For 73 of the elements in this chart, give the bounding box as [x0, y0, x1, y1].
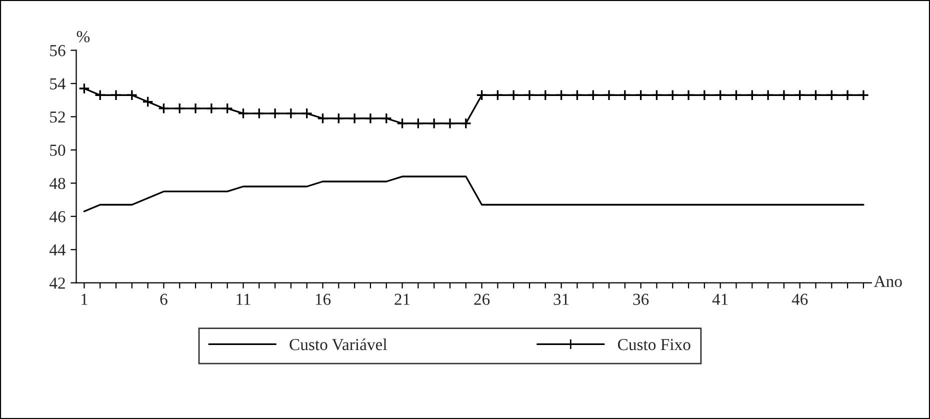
point: [206, 102, 218, 114]
point: [587, 89, 599, 101]
point: [524, 89, 536, 101]
point: [269, 108, 281, 120]
point: [332, 112, 344, 124]
point: [444, 118, 456, 130]
y-tick-label: 56: [50, 45, 66, 56]
y-tick-label: 52: [50, 111, 65, 123]
point: [285, 108, 297, 120]
point: [412, 118, 424, 130]
point: [651, 89, 662, 101]
y-tick-label: 54: [50, 78, 66, 90]
y-tick-label: 50: [50, 144, 66, 156]
point: [619, 89, 631, 101]
point: [540, 89, 552, 101]
x-tick-label: 11: [236, 294, 250, 305]
point: [762, 89, 774, 101]
point: [682, 89, 694, 101]
y-tick-label: 44: [50, 244, 66, 256]
y-tick-label: 42: [50, 278, 65, 289]
point: [842, 89, 854, 101]
y-tick-label: 46: [50, 211, 66, 222]
point: [222, 102, 234, 114]
point: [572, 89, 583, 101]
point: [508, 89, 520, 101]
x-tick-label: 36: [633, 294, 649, 305]
point: [364, 112, 376, 124]
point: [380, 112, 392, 124]
point: [492, 89, 504, 101]
x-tick-label: 21: [394, 294, 410, 305]
legend-label: Custo Variável: [290, 338, 387, 350]
x-tick-label: 31: [554, 294, 569, 305]
point: [714, 89, 726, 101]
point: [78, 82, 90, 94]
point: [810, 89, 822, 101]
point: [460, 118, 472, 130]
point: [158, 102, 170, 114]
point: [730, 89, 742, 101]
point: [556, 89, 567, 101]
point: [666, 89, 678, 101]
x-tick-label: 6: [160, 294, 168, 305]
point: [746, 89, 758, 101]
point: [396, 118, 408, 130]
point: [301, 108, 313, 120]
point: [190, 102, 202, 114]
point: [317, 112, 328, 124]
point: [794, 89, 806, 101]
point: [698, 89, 710, 101]
y-tick-label: 48: [50, 178, 66, 190]
point: [476, 89, 488, 101]
x-tick-label: 41: [712, 294, 728, 305]
x-tick-label: 26: [474, 294, 490, 305]
point: [348, 112, 360, 124]
point: [778, 89, 790, 101]
y-axis-title: %: [76, 30, 90, 42]
point: [253, 108, 265, 120]
point: [142, 96, 154, 108]
point: [126, 89, 138, 101]
x-axis-title: Ano: [874, 276, 902, 287]
point: [603, 89, 615, 101]
point: [110, 89, 122, 101]
point: [174, 102, 186, 114]
point: [238, 108, 249, 120]
point: [858, 89, 870, 101]
x-tick-label: 46: [792, 294, 808, 305]
x-tick-label: 16: [316, 294, 331, 305]
point: [826, 89, 838, 101]
point: [635, 89, 647, 101]
point: [94, 89, 106, 101]
legend-label: Custo Fixo: [618, 338, 690, 350]
line-series: [83, 176, 864, 212]
x-tick-label: 1: [82, 294, 88, 305]
point: [428, 118, 440, 130]
